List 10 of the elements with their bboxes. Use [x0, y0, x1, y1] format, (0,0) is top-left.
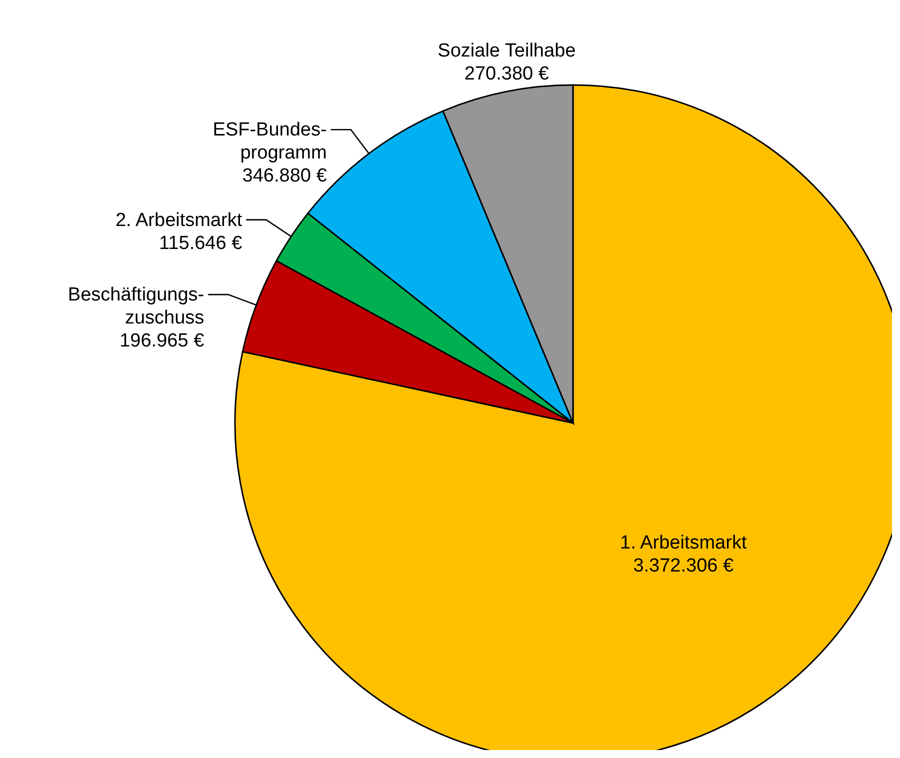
data-label: 270.380 €	[464, 64, 550, 85]
slice-label: 1. Arbeitsmarkt	[620, 532, 748, 554]
slice-label: ESF-Bundes- programm	[212, 120, 327, 164]
slice-label: Soziale Teilhabe	[438, 40, 576, 62]
data-label: 3.372.306 €	[633, 555, 734, 576]
data-label: 346.880 €	[242, 166, 328, 187]
slice-label: Beschäftigungs- zuschuss	[68, 284, 204, 329]
data-label: 115.646 €	[159, 232, 243, 254]
slice-label: 2. Arbeitsmarkt	[115, 210, 243, 231]
data-label: 196.965 €	[120, 330, 205, 352]
